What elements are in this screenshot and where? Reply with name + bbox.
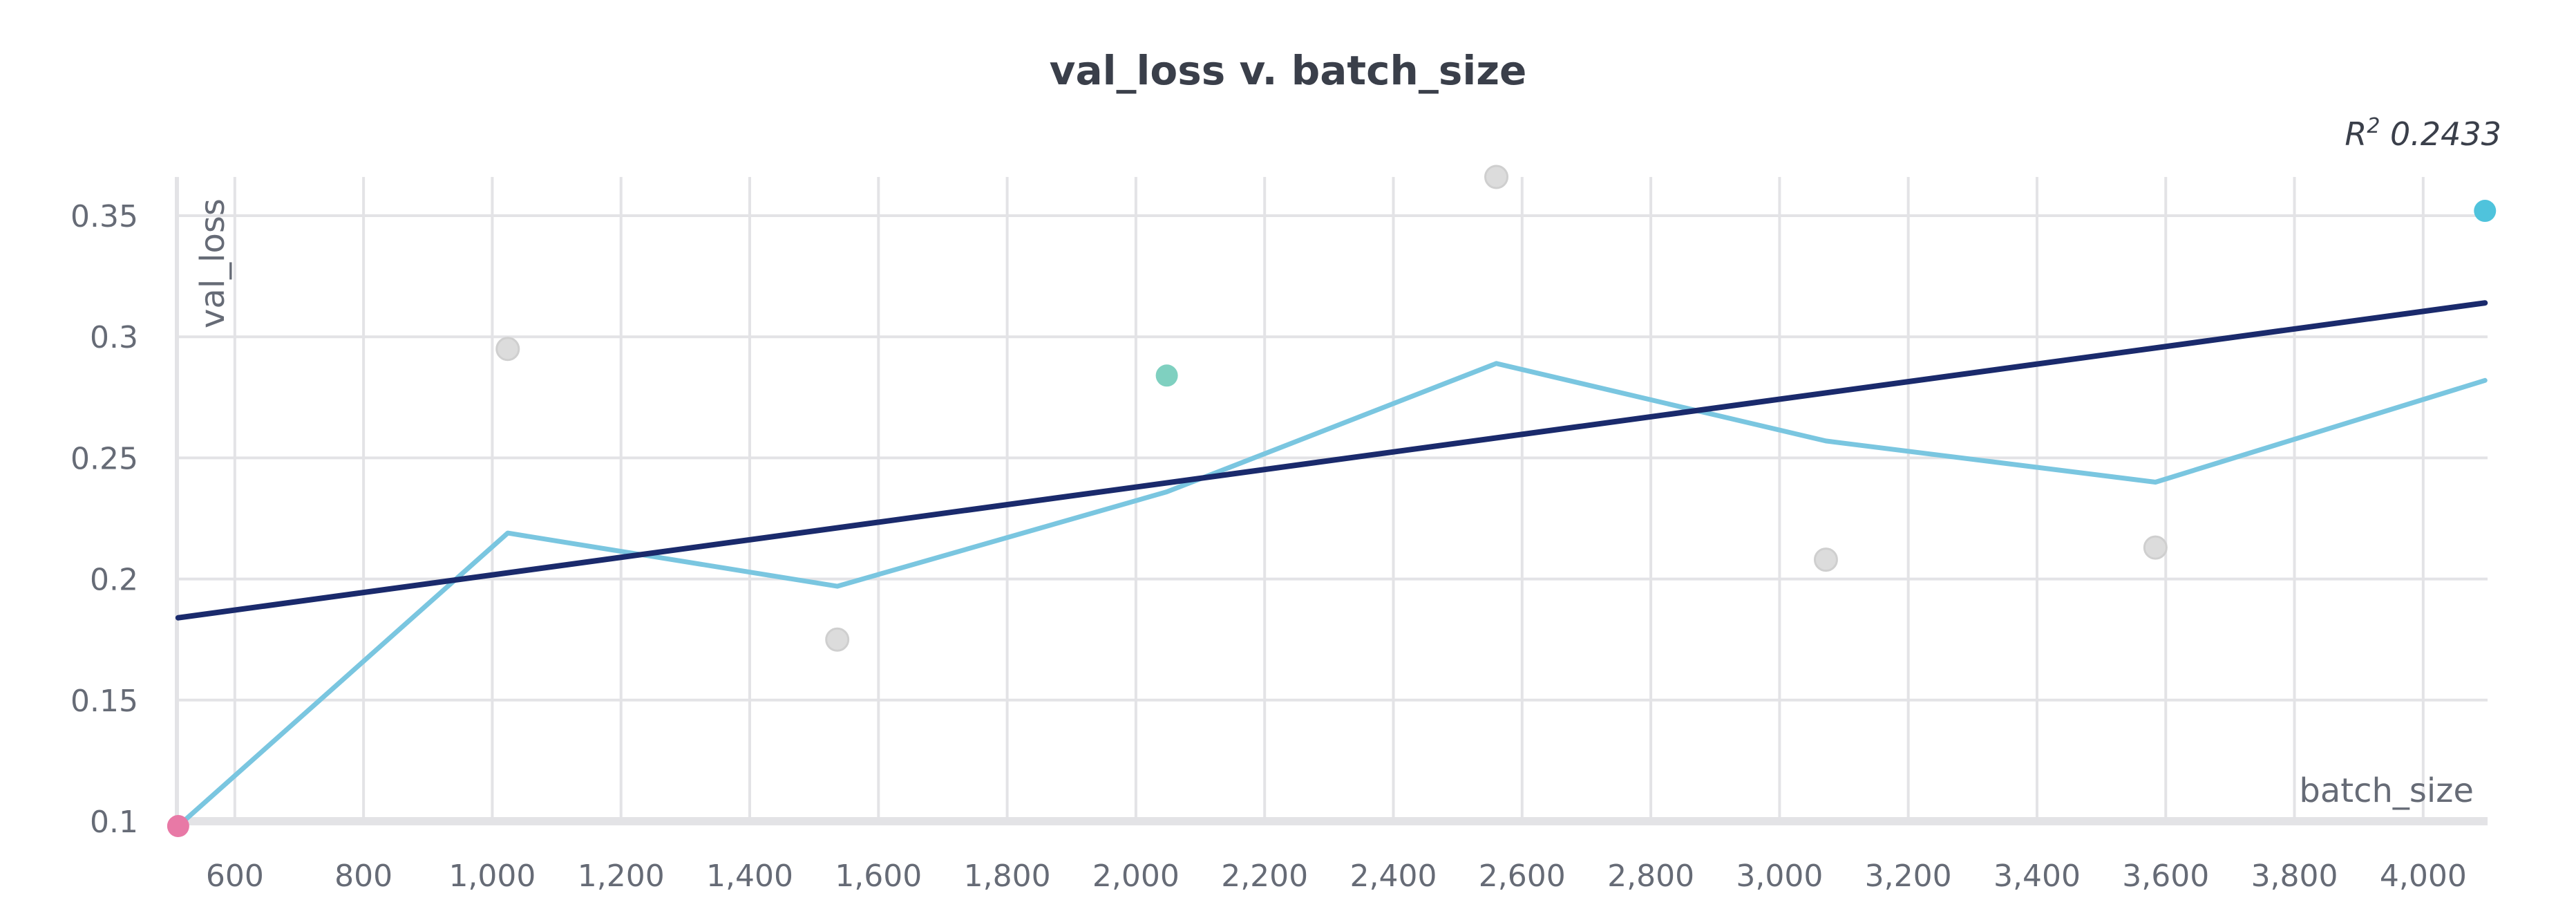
data-point xyxy=(495,337,520,362)
data-point xyxy=(825,627,850,652)
chart-title: val_loss v. batch_size xyxy=(1050,47,1527,94)
x-tick-label: 4,000 xyxy=(2380,859,2467,894)
y-tick-label: 0.25 xyxy=(70,441,138,476)
data-point xyxy=(167,815,189,838)
x-tick-label: 800 xyxy=(334,859,392,894)
x-tick-label: 1,800 xyxy=(964,859,1051,894)
y-tick-label: 0.15 xyxy=(70,684,138,719)
x-tick-label: 2,200 xyxy=(1221,859,1308,894)
data-point xyxy=(2143,535,2168,560)
data-point xyxy=(1155,364,1178,387)
data-point xyxy=(1813,547,1838,572)
x-tick-label: 1,600 xyxy=(835,859,922,894)
smoothed-series-line xyxy=(176,361,2488,829)
r-squared-value: 0.2433 xyxy=(2390,115,2501,153)
x-tick-label: 3,000 xyxy=(1736,859,1823,894)
trend-line xyxy=(175,300,2488,621)
x-tick-label: 3,400 xyxy=(1993,859,2081,894)
x-tick-label: 3,600 xyxy=(2122,859,2209,894)
series-layer xyxy=(175,300,2488,829)
y-tick-label: 0.2 xyxy=(90,563,138,598)
x-tick-label: 1,200 xyxy=(578,859,665,894)
y-gridlines xyxy=(177,214,2488,823)
r-squared-annotation: R2 0.2433 xyxy=(2345,114,2501,153)
x-tick-label: 3,200 xyxy=(1865,859,1952,894)
y-tick-label: 0.3 xyxy=(90,320,138,355)
x-axis-label: batch_size xyxy=(2299,771,2474,810)
y-tick-label: 0.1 xyxy=(90,805,138,840)
x-tick-label: 2,800 xyxy=(1607,859,1694,894)
data-point xyxy=(1484,165,1509,189)
data-point xyxy=(2474,200,2497,223)
x-tick-label: 1,000 xyxy=(448,859,536,894)
y-tick-labels: 0.1 0.15 0.2 0.25 0.3 0.35 xyxy=(70,199,138,840)
y-tick-label: 0.35 xyxy=(70,199,138,234)
points-layer xyxy=(167,165,2497,838)
x-tick-label: 2,400 xyxy=(1350,859,1437,894)
x-tick-label: 2,000 xyxy=(1092,859,1180,894)
x-tick-label: 1,400 xyxy=(706,859,793,894)
x-gridlines xyxy=(233,177,2425,821)
x-tick-labels: 600 800 1,000 1,200 1,400 1,600 1,800 2,000 2,20… xyxy=(206,859,2467,894)
x-tick-label: 3,800 xyxy=(2251,859,2338,894)
x-tick-label: 600 xyxy=(206,859,264,894)
x-tick-label: 2,600 xyxy=(1479,859,1566,894)
y-axis-label: val_loss xyxy=(193,198,232,328)
